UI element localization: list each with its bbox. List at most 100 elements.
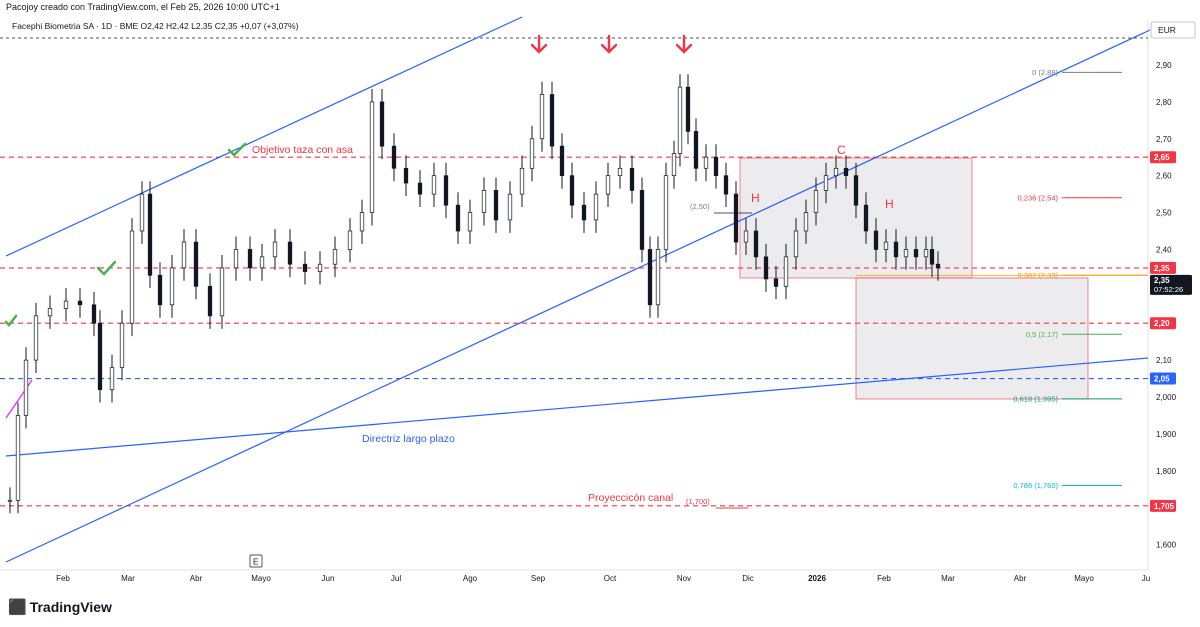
candle-body (431, 175, 437, 195)
candle-body (259, 256, 265, 269)
time-axis-label: Ago (463, 574, 478, 583)
candle-body (247, 249, 253, 269)
current-price-tag[interactable] (1150, 274, 1192, 295)
candle-body (33, 315, 39, 361)
price-level-badge[interactable] (1150, 151, 1176, 164)
currency-label: EUR (1158, 25, 1176, 35)
down-arrow-icon[interactable] (530, 34, 548, 54)
candle-body (317, 263, 323, 272)
candle-body (685, 86, 691, 132)
candle-body (91, 304, 97, 324)
high-value: H2,42 (166, 21, 189, 31)
candle-body (481, 190, 487, 213)
candle-body (863, 204, 869, 232)
candle-body (883, 241, 889, 250)
candle-body (703, 156, 709, 169)
candle-body (853, 175, 859, 206)
candle-body (347, 230, 353, 250)
head-label[interactable]: C (837, 143, 846, 157)
time-axis-label: Sep (531, 574, 546, 583)
price-axis[interactable]: 2,902,802,702,602,502,402,302,102,0001,9… (1150, 61, 1192, 550)
symbol-name[interactable]: Facephi Biometria SA · 1D · BME (12, 21, 139, 31)
candle-body (617, 167, 623, 177)
price-tick-label: 2,40 (1156, 245, 1172, 254)
rising-trend-line[interactable] (5, 29, 1151, 563)
checkmark-icon[interactable] (96, 260, 117, 276)
fib-level-label: 0,786 (1,760) (1013, 481, 1058, 490)
proyeccion-label[interactable]: Proyeccicón canal (588, 492, 673, 504)
checkmark-icon[interactable] (227, 142, 247, 157)
price-level-badge-label: 2,20 (1154, 319, 1170, 328)
change-value: +0,07 (+3,07%) (239, 21, 299, 31)
candle-body (903, 249, 909, 258)
candle-body (369, 101, 375, 213)
candle-body (581, 204, 587, 221)
checkmark-icon[interactable] (4, 314, 18, 327)
candle-body (733, 193, 739, 243)
candle-body (549, 94, 555, 147)
candle-body (467, 212, 473, 232)
tradingview-footer[interactable]: ⬛ TradingView (8, 598, 112, 616)
candle-body (559, 145, 565, 177)
candle-body (493, 190, 499, 221)
price-level-badge[interactable] (1150, 499, 1176, 512)
head-shoulder-right-label[interactable]: H (885, 197, 894, 211)
candle-body (147, 193, 153, 276)
candle-body (569, 175, 575, 206)
price-tick-label: 2,10 (1156, 356, 1172, 365)
price-tick-label: 1,900 (1156, 430, 1177, 439)
candle-body (629, 167, 635, 191)
time-axis-label: 2026 (808, 574, 826, 583)
price-level-badge[interactable] (1150, 372, 1176, 385)
candle-body (181, 241, 187, 269)
price-level-badge[interactable] (1150, 261, 1176, 274)
fib-level-label: 0,5 (2,17) (1026, 330, 1059, 339)
tradingview-brand: TradingView (29, 599, 112, 615)
long-term-trend-line[interactable] (5, 357, 1149, 457)
candle-body (893, 241, 899, 258)
proyeccion-value-label: (1,700) (686, 497, 710, 506)
candle-body (743, 230, 749, 243)
candle-body (605, 175, 611, 195)
candle-body (169, 267, 175, 306)
open-value: O2,42 (140, 21, 164, 31)
price-tick-label: 2,000 (1156, 393, 1177, 402)
candle-body (873, 230, 879, 250)
time-axis-label: Nov (677, 574, 691, 583)
earnings-badge-label: E (253, 558, 258, 567)
candle-body (647, 249, 653, 306)
price-tick-label: 1,600 (1156, 541, 1177, 550)
candle-body (443, 175, 449, 206)
objetivo-label[interactable]: Objetivo taza con asa (252, 144, 353, 156)
upper-channel-line[interactable] (5, 16, 523, 257)
candle-body (813, 190, 819, 213)
symbol-info-bar[interactable]: Facephi Biometria SA · 1D · BME O2,42 H2… (12, 21, 298, 31)
candle-body (391, 145, 397, 169)
candle-body (207, 285, 213, 317)
time-axis-label: Jun (322, 574, 335, 583)
time-axis[interactable]: Feb Mar Abr Mayo Jun Jul Ago Sep Oct Nov Dic 2026 Fe… (56, 574, 1150, 583)
candle-body (455, 204, 461, 232)
candle-body (332, 249, 338, 265)
candle-body (723, 175, 729, 195)
candle-body (77, 300, 83, 306)
candle-body (15, 415, 21, 501)
candlestick-series (7, 74, 941, 514)
head-shoulder-left-label[interactable]: H (751, 191, 760, 205)
time-axis-label: Jul (391, 574, 401, 583)
fib-level-label: 0 (2,88) (1032, 68, 1058, 77)
candle-body (359, 212, 365, 232)
price-level-badge[interactable] (1150, 317, 1176, 330)
candle-body (935, 263, 941, 269)
down-arrow-icon[interactable] (675, 34, 693, 54)
directriz-label[interactable]: Directriz largo plazo (362, 433, 455, 445)
candle-body (302, 263, 308, 272)
earnings-badge[interactable] (249, 554, 263, 568)
price-level-badge-label: 2,05 (1154, 375, 1170, 384)
down-arrow-icon[interactable] (600, 34, 618, 54)
candle-body (139, 193, 145, 232)
currency-selector[interactable] (1150, 21, 1196, 39)
fib-level-label: 0,236 (2,54) (1018, 193, 1059, 202)
time-axis-label: Dic (742, 574, 754, 583)
